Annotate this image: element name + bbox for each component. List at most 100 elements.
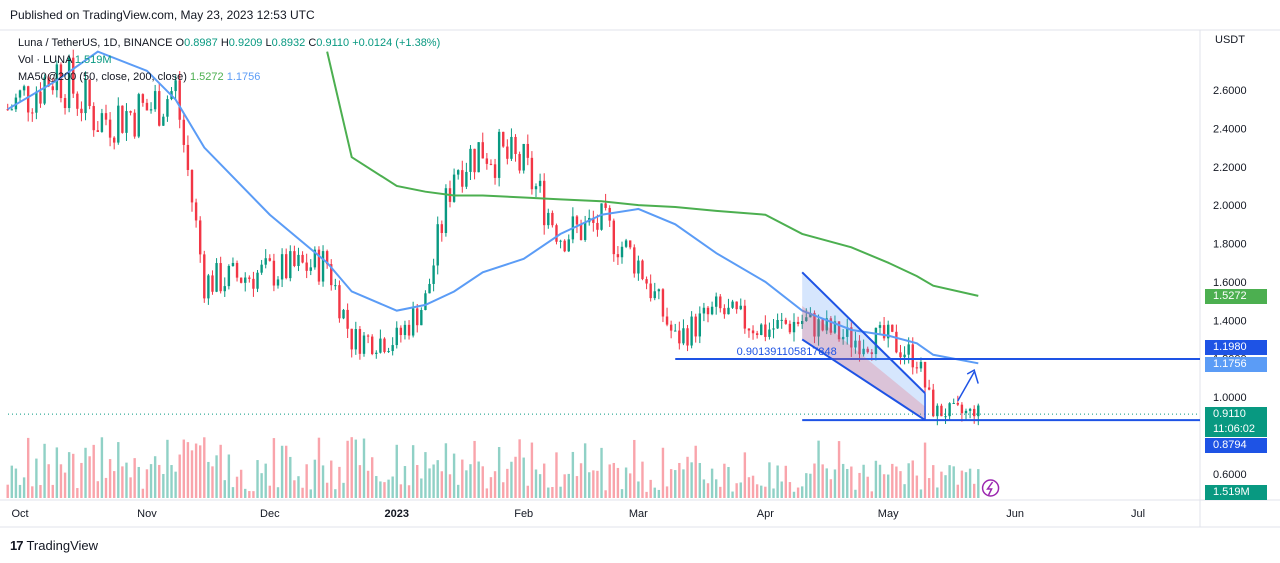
candle-body xyxy=(567,239,570,252)
price-tick-label: 1.4000 xyxy=(1213,315,1247,327)
legend-symbol[interactable]: Luna / TetherUS, 1D, BINANCE xyxy=(18,37,173,49)
volume-bar xyxy=(620,489,624,498)
currency-label[interactable]: USDT xyxy=(1215,34,1245,46)
volume-bar xyxy=(764,486,767,498)
volume-bar xyxy=(407,485,411,498)
candle-body xyxy=(915,367,919,369)
candle-body xyxy=(35,91,38,113)
volume-bar xyxy=(35,458,38,498)
candle-body xyxy=(592,217,595,223)
candle-body xyxy=(444,188,448,233)
candle-body xyxy=(518,154,521,171)
volume-bar xyxy=(108,459,112,498)
volume-bar xyxy=(870,491,874,498)
candle-body xyxy=(26,86,30,113)
candle-body xyxy=(297,254,300,266)
ma200-line xyxy=(326,51,979,297)
candle-body xyxy=(383,338,386,352)
volume-bar xyxy=(350,437,353,498)
volume-bar xyxy=(96,481,100,498)
candle-body xyxy=(59,64,63,99)
volume-bar xyxy=(416,464,419,498)
volume-label[interactable]: Vol · LUNA xyxy=(18,54,72,66)
volume-bar xyxy=(833,469,837,498)
volume-bar xyxy=(59,464,63,498)
candle-body xyxy=(874,327,878,355)
candle-body xyxy=(235,262,239,278)
brand[interactable]: 17 TradingView xyxy=(10,538,98,553)
ma-label[interactable]: MA50@200 (50, close, 200, close) xyxy=(18,71,187,83)
candle-body xyxy=(325,251,329,265)
volume-bar xyxy=(886,474,890,498)
volume-bar xyxy=(506,468,509,498)
volume-bar xyxy=(551,487,554,498)
volume-bar xyxy=(846,468,849,498)
volume-bar xyxy=(190,450,194,498)
candle-body xyxy=(338,285,341,319)
candle-body xyxy=(461,170,464,187)
volume-bar xyxy=(186,442,190,498)
candle-body xyxy=(510,136,513,159)
candle-body xyxy=(805,317,808,322)
volume-bar xyxy=(588,472,591,498)
volume-bar xyxy=(391,476,394,498)
volume-bar xyxy=(469,464,472,498)
candle-body xyxy=(551,212,554,226)
volume-bar xyxy=(817,440,820,498)
volume-bar xyxy=(530,442,534,498)
candle-body xyxy=(891,324,894,332)
candle-body xyxy=(125,111,128,133)
close-label: C xyxy=(308,37,317,49)
candle-body xyxy=(399,327,403,336)
candle-body xyxy=(280,254,284,280)
volume-bar xyxy=(481,466,484,498)
candle-body xyxy=(104,113,108,120)
candle-body xyxy=(477,142,480,173)
candle-body xyxy=(432,265,435,284)
candle-body xyxy=(768,329,771,337)
time-tick-label: Nov xyxy=(137,508,157,520)
volume-bar xyxy=(502,482,505,498)
volume-bar xyxy=(784,465,788,498)
candle-body xyxy=(440,224,444,233)
candle-body xyxy=(92,106,95,131)
volume-bar xyxy=(358,465,362,498)
candle-body xyxy=(870,352,874,355)
volume-bar xyxy=(465,470,468,498)
volume-bar xyxy=(776,465,779,498)
volume-bar xyxy=(366,470,370,498)
brand-name: TradingView xyxy=(26,538,99,553)
candle-body xyxy=(309,267,312,271)
ma50-value: 1.5272 xyxy=(189,71,224,83)
volume-bar xyxy=(911,460,914,498)
volume-bar xyxy=(518,439,521,498)
volume-bar xyxy=(604,490,607,498)
candle-body xyxy=(194,202,198,221)
volume-bar xyxy=(968,468,972,498)
candle-body xyxy=(895,331,898,353)
open-value: 0.8987 xyxy=(184,37,218,49)
candle-body xyxy=(416,308,419,326)
volume-bar xyxy=(686,456,689,498)
candle-body xyxy=(354,329,358,350)
candle-body xyxy=(493,164,497,178)
volume-bar xyxy=(829,479,833,498)
candle-body xyxy=(43,77,46,104)
volume-bar xyxy=(780,481,783,498)
candle-body xyxy=(555,225,558,242)
candle-body xyxy=(809,312,812,318)
volume-bar xyxy=(964,472,968,498)
volume-bar xyxy=(841,463,845,498)
candle-body xyxy=(239,277,243,283)
legend-ohlc: Luna / TetherUS, 1D, BINANCE O0.8987 H0.… xyxy=(18,35,440,52)
candle-body xyxy=(698,313,702,337)
candle-body xyxy=(186,144,190,170)
volume-bar xyxy=(616,467,620,498)
candle-body xyxy=(678,330,681,344)
candle-body xyxy=(174,80,177,92)
volume-bar xyxy=(608,464,611,498)
price-badge: 1.519M xyxy=(1205,485,1267,500)
volume-bar xyxy=(121,466,124,498)
volume-bar xyxy=(923,442,927,498)
